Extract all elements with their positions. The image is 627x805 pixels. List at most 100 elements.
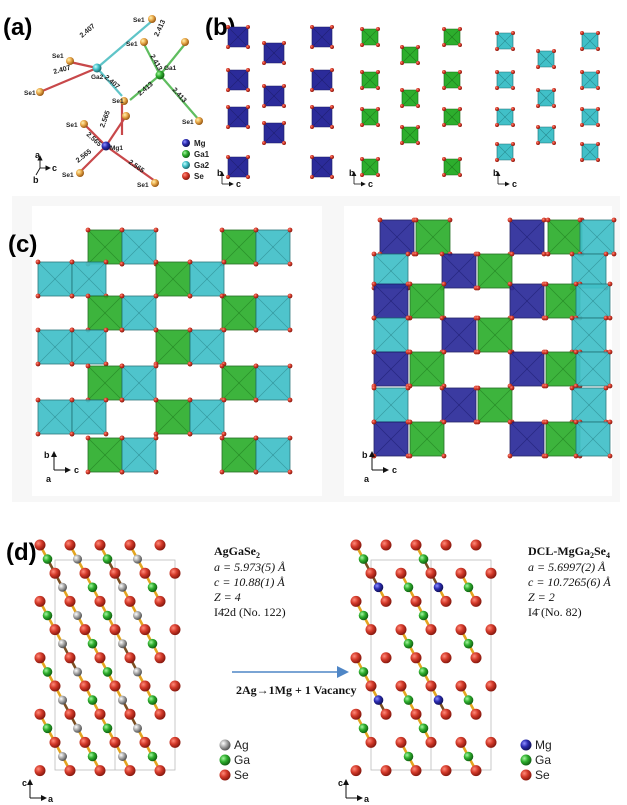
se-atom [69, 361, 75, 367]
se-atom [221, 327, 227, 333]
polyhedron [573, 281, 613, 321]
se-atom [458, 123, 462, 127]
se-atom [310, 125, 314, 129]
se-atom [607, 281, 613, 287]
se-atom [607, 419, 613, 425]
se-atom [410, 765, 422, 777]
tetrahedron [536, 125, 556, 145]
se-atom [509, 385, 515, 391]
se-atom [552, 49, 556, 53]
se-atom [119, 261, 125, 267]
se-atom [287, 363, 293, 369]
se-atom [226, 105, 230, 109]
se-atom [119, 469, 125, 475]
se-atom [507, 419, 513, 425]
se-atom [69, 397, 75, 403]
se-atom [94, 765, 106, 777]
axis-label: b [493, 168, 499, 178]
se-atom [552, 141, 556, 145]
panel-a-legend: Mg Ga1 Ga2 Se [182, 139, 210, 181]
se-atom [246, 125, 250, 129]
se-atom [380, 765, 392, 777]
se-atom [226, 175, 230, 179]
se-atom [154, 652, 166, 664]
se-atom [536, 49, 540, 53]
atom-label: Mg1 [110, 145, 123, 152]
ag-atom [58, 752, 67, 761]
panel-c-axes: b c a b c a [44, 450, 397, 484]
se-atom [573, 383, 579, 389]
se-atom [485, 567, 497, 579]
atom-label: Se1 [182, 119, 194, 126]
se-atom [187, 259, 193, 265]
panel-b: (b) b c b c b c [205, 14, 600, 189]
se-atom [139, 736, 151, 748]
polyhedron [153, 327, 193, 367]
ag-atom [118, 752, 127, 761]
se-atom [442, 86, 446, 90]
se-atom [545, 251, 551, 257]
ga-atom [463, 638, 474, 649]
se-atom [219, 469, 225, 475]
se-atom [458, 157, 462, 161]
se-atom [580, 123, 584, 127]
tetrahedron [360, 157, 380, 177]
panel-a: (a) 2.407 2.407 2.407 2.413 2.413 2.413 … [3, 14, 210, 189]
se-atom [282, 104, 286, 108]
se-atom [440, 595, 452, 607]
se-atom [458, 86, 462, 90]
se-atom [470, 595, 482, 607]
polyhedron [439, 251, 479, 291]
se-atom [35, 259, 41, 265]
se-atom [400, 104, 404, 108]
se-atom [169, 680, 181, 692]
se-atom [153, 363, 159, 369]
se-atom [495, 107, 499, 111]
bond-length-label: 2.413 [137, 81, 155, 98]
se-atom [246, 175, 250, 179]
se-atom [596, 142, 600, 146]
se-atom [153, 327, 159, 333]
polyhedron [219, 363, 259, 403]
se-atom [405, 315, 411, 321]
atom-label: Se1 [126, 41, 138, 48]
mgGa2Se4-structure [350, 539, 497, 777]
se-atom [69, 293, 75, 299]
tetrahedron [360, 107, 380, 127]
se-atom [577, 217, 583, 223]
se-atom [350, 765, 362, 777]
polyhedron [219, 227, 259, 267]
se-atom [455, 736, 467, 748]
se-atom [441, 453, 447, 459]
se-atom [153, 469, 159, 475]
se-atom [407, 419, 413, 425]
se-atom [310, 105, 314, 109]
ga-atom [463, 582, 474, 593]
se-atom [543, 315, 549, 321]
se-atom [376, 157, 380, 161]
mgGa2Se4-legend: Mg Ga Se [520, 738, 552, 782]
se-atom [405, 385, 411, 391]
polyhedron [119, 363, 159, 403]
se-atom [79, 567, 91, 579]
ga-atom [87, 638, 98, 649]
ga-atom [87, 751, 98, 762]
polyhedron [371, 281, 411, 321]
polyhedron [377, 217, 417, 257]
tetrahedron [442, 70, 462, 90]
se-atom [536, 104, 540, 108]
se-atom [416, 45, 420, 49]
ga-atom [418, 723, 429, 734]
se-atom [442, 70, 446, 74]
panel-d-axes: c a c a [22, 778, 370, 804]
se-atom [371, 419, 377, 425]
se-atom [119, 327, 125, 333]
se-atom [34, 708, 46, 720]
se-atom [124, 765, 136, 777]
ga-atom [42, 723, 53, 734]
se-atom [441, 281, 447, 287]
se-atom [187, 327, 193, 333]
ga-atom [418, 554, 429, 564]
se-atom [611, 217, 617, 223]
